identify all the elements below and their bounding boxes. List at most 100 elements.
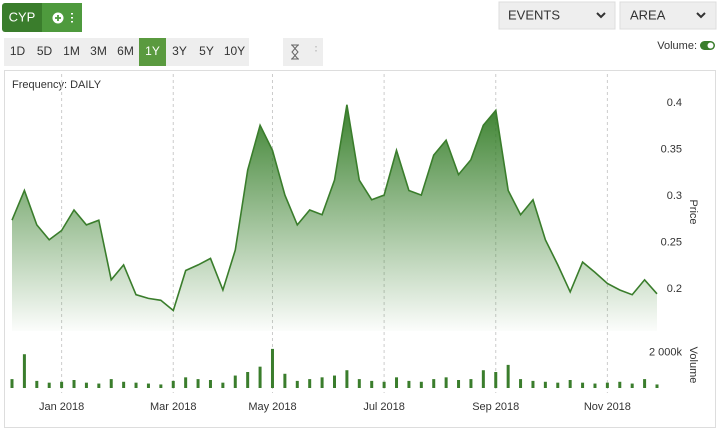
dropdown-label: AREA bbox=[630, 7, 666, 22]
range-button[interactable] bbox=[58, 38, 85, 66]
volume-bar bbox=[556, 382, 560, 388]
volume-bar bbox=[308, 379, 312, 388]
volume-bar bbox=[171, 380, 175, 388]
x-tick-label: Mar 2018 bbox=[150, 401, 196, 413]
y-tick-label: 0.4 bbox=[667, 97, 682, 109]
range-button[interactable] bbox=[220, 38, 249, 66]
chevron bbox=[696, 12, 706, 19]
volume-bar bbox=[184, 377, 188, 388]
x-tick-label: Sep 2018 bbox=[472, 401, 519, 413]
y2-tick-label: 2 000k bbox=[649, 346, 683, 358]
volume-bar bbox=[35, 380, 39, 388]
period-button[interactable] bbox=[283, 38, 323, 66]
volume-bar bbox=[333, 375, 336, 388]
volume-bar bbox=[506, 364, 510, 388]
volume-bar bbox=[531, 380, 535, 388]
volume-bar bbox=[22, 354, 26, 388]
x-tick-label: Jan 2018 bbox=[39, 401, 84, 413]
volume-bar bbox=[109, 379, 113, 388]
volume-bar bbox=[618, 381, 622, 388]
volume-bar bbox=[134, 382, 138, 388]
volume-bar bbox=[630, 383, 634, 388]
volume-bar bbox=[320, 377, 324, 388]
volume-bar bbox=[345, 370, 349, 388]
range-label: 10Y bbox=[224, 44, 245, 58]
volume-bar bbox=[494, 372, 498, 388]
volume-bar bbox=[481, 370, 485, 388]
volume-bar bbox=[457, 380, 461, 388]
volume-bar bbox=[283, 373, 287, 388]
chevron bbox=[596, 12, 606, 19]
volume-bar bbox=[407, 380, 411, 388]
y-tick-label: 0.2 bbox=[667, 283, 682, 295]
toggle-knob bbox=[707, 42, 714, 49]
volume-bar bbox=[159, 384, 163, 388]
volume-bar bbox=[419, 381, 423, 388]
events-dropdown[interactable] bbox=[498, 1, 616, 30]
x-tick-label: Jul 2018 bbox=[363, 401, 405, 413]
volume-bar bbox=[357, 379, 361, 388]
volume-bar bbox=[370, 380, 374, 388]
volume-bar bbox=[655, 384, 659, 388]
volume-bar bbox=[47, 382, 51, 388]
range-label: 3M bbox=[90, 44, 107, 58]
frequency-label: Frequency: DAILY bbox=[12, 79, 102, 91]
range-button[interactable] bbox=[193, 38, 220, 66]
y-tick-label: 0.35 bbox=[661, 143, 682, 155]
volume-bar bbox=[221, 382, 225, 388]
range-button[interactable] bbox=[112, 38, 139, 66]
volume-bar bbox=[593, 383, 597, 388]
range-label: 5Y bbox=[199, 44, 214, 58]
volume-bar bbox=[10, 379, 14, 388]
volume-bar bbox=[581, 382, 585, 388]
volume-bar bbox=[208, 380, 212, 388]
volume-toggle-label: Volume: bbox=[657, 40, 697, 52]
ticker: CYP bbox=[9, 9, 36, 24]
range-label: 1Y bbox=[145, 44, 160, 58]
volume-bar bbox=[543, 381, 547, 388]
volume-bar bbox=[519, 379, 523, 388]
range-button[interactable] bbox=[139, 38, 166, 66]
x-tick-label: May 2018 bbox=[248, 401, 296, 413]
volume-bar bbox=[258, 366, 262, 388]
volume-bar bbox=[295, 380, 299, 388]
x-tick-label: Nov 2018 bbox=[584, 401, 631, 413]
volume-bar bbox=[84, 382, 88, 388]
volume-bar bbox=[605, 382, 609, 388]
volume-bar bbox=[395, 377, 399, 388]
range-button[interactable] bbox=[166, 38, 193, 66]
volume-bar bbox=[97, 383, 101, 388]
range-button[interactable] bbox=[4, 38, 31, 66]
range-button[interactable] bbox=[85, 38, 112, 66]
volume-bar bbox=[72, 380, 76, 388]
volume-bar bbox=[146, 383, 150, 388]
range-label: 1M bbox=[63, 44, 80, 58]
range-label: 5D bbox=[37, 44, 53, 58]
volume-bar bbox=[432, 379, 436, 388]
volume-bar bbox=[382, 381, 386, 388]
volume-bar bbox=[643, 379, 647, 388]
range-label: 3Y bbox=[172, 44, 187, 58]
y-tick-label: 0.3 bbox=[667, 190, 682, 202]
volume-bar bbox=[568, 380, 572, 388]
y-axis-title: Price bbox=[687, 199, 699, 224]
volume-bar bbox=[246, 372, 250, 388]
range-label: 1D bbox=[10, 44, 26, 58]
y2-axis-title: Volume bbox=[687, 347, 699, 384]
dropdown-label: EVENTS bbox=[508, 7, 560, 22]
hourglass-icon bbox=[291, 44, 299, 60]
price-line bbox=[11, 104, 658, 312]
volume-bar bbox=[196, 379, 200, 388]
volume-bar bbox=[122, 381, 126, 388]
add-icon-plus bbox=[55, 15, 61, 21]
price-area bbox=[12, 104, 657, 331]
volume-bar bbox=[60, 381, 64, 388]
volume-bar bbox=[469, 379, 473, 388]
y-tick-label: 0.25 bbox=[661, 236, 682, 248]
volume-bar bbox=[233, 375, 237, 388]
range-label: 6M bbox=[117, 44, 134, 58]
volume-bar bbox=[270, 348, 274, 388]
range-button[interactable] bbox=[31, 38, 58, 66]
volume-bar bbox=[444, 377, 448, 388]
